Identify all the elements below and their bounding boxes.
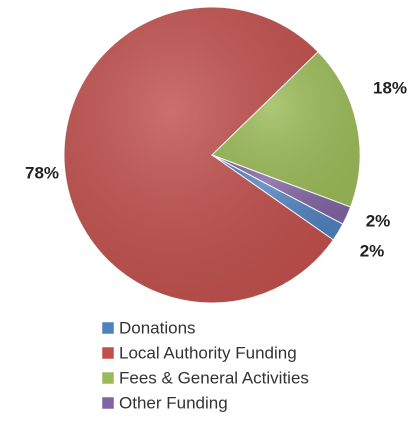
legend-label: Fees & General Activities — [119, 368, 309, 387]
legend-swatch — [101, 346, 115, 360]
data-label: 78% — [25, 163, 59, 182]
data-label: 2% — [360, 241, 385, 260]
legend-label: Donations — [119, 318, 196, 337]
data-label: 18% — [373, 78, 407, 97]
legend-label: Local Authority Funding — [119, 343, 297, 362]
legend: Donations Local Authority Funding Fees & G… — [101, 318, 309, 412]
legend-label: Other Funding — [119, 393, 228, 412]
data-label: 2% — [366, 211, 391, 230]
legend-swatch — [101, 396, 115, 410]
pie: 2% 78% 18% 2% — [25, 6, 407, 304]
legend-swatch — [101, 321, 115, 335]
legend-swatch — [101, 371, 115, 385]
